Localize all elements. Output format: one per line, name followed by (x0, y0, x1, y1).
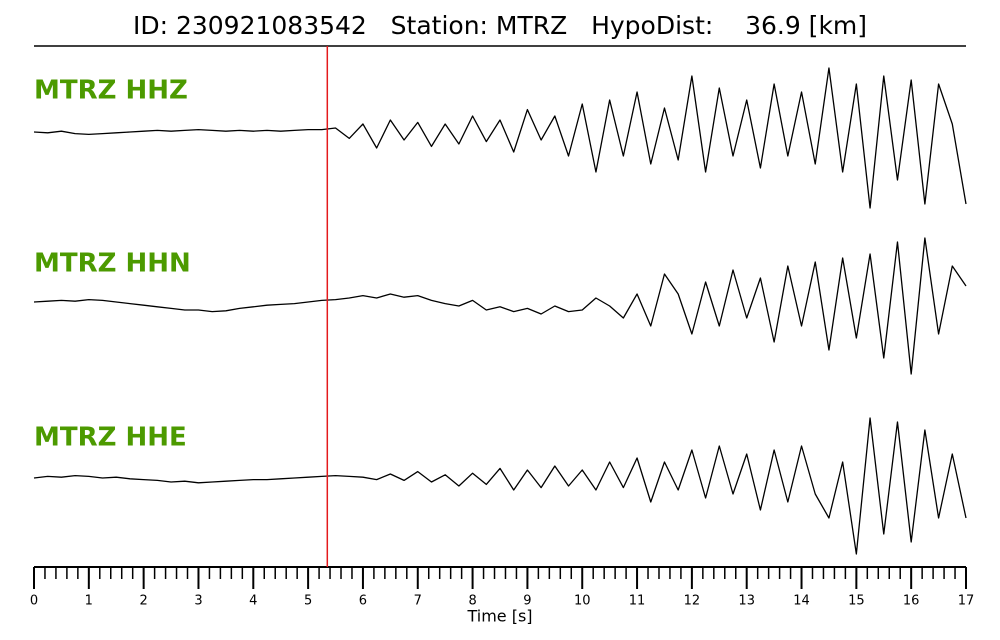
chart-title: ID: 230921083542 Station: MTRZ HypoDist:… (133, 11, 867, 40)
x-tick-label: 4 (249, 594, 257, 609)
waveform (33, 67, 967, 209)
x-tick-label: 2 (140, 594, 148, 609)
x-tick-label: 7 (414, 594, 422, 609)
x-tick-label: 0 (30, 594, 38, 609)
x-tick-label: 12 (684, 594, 701, 609)
waveform (33, 237, 967, 375)
x-tick-label: 8 (468, 594, 476, 609)
x-tick-label: 6 (359, 594, 367, 609)
trace-name: MTRZ HHZ (34, 76, 188, 106)
x-tick-label: 13 (738, 594, 755, 609)
waveform (33, 417, 967, 555)
x-tick-label: 1 (85, 594, 93, 609)
x-tick-label: 15 (848, 594, 865, 609)
x-tick-label: 10 (574, 594, 591, 609)
x-tick-label: 11 (629, 594, 646, 609)
x-tick-label: 9 (523, 594, 531, 609)
x-tick-label: 16 (903, 594, 920, 609)
x-tick-label: 5 (304, 594, 312, 609)
x-tick-label: 17 (958, 594, 975, 609)
x-tick-label: 14 (793, 594, 810, 609)
x-tick-label: 3 (194, 594, 202, 609)
trace-name: MTRZ HHE (34, 423, 187, 453)
x-axis-label: Time [s] (466, 607, 532, 626)
trace-name: MTRZ HHN (34, 249, 191, 279)
